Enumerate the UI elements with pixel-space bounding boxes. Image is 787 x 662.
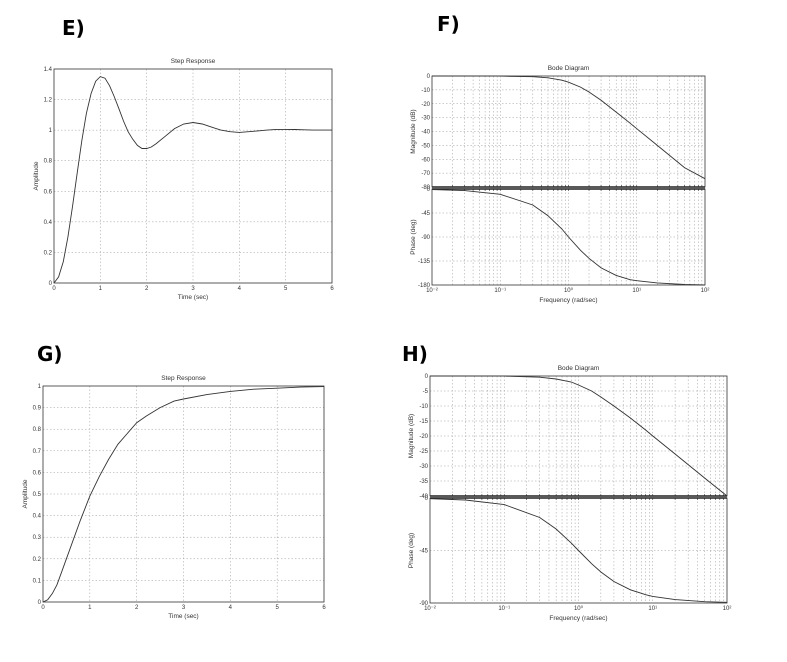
- h-mag-ytick-label: -20: [419, 434, 428, 440]
- h-mag-ytick-label: -30: [419, 464, 428, 470]
- h-x-axis-label: Frequency (rad/sec): [549, 615, 607, 622]
- h-mag-ytick-label: 0: [425, 374, 429, 380]
- e-xtick-label: 1: [99, 286, 103, 292]
- g-ytick-label: 0.2: [33, 557, 42, 563]
- h-xtick-label: 10⁻²: [424, 606, 436, 612]
- e-ytick-label: 0: [49, 281, 53, 287]
- g-chart-title: Step Response: [161, 375, 206, 382]
- e-xtick-label: 5: [284, 286, 288, 292]
- g-xtick-label: 2: [135, 605, 139, 611]
- h-xtick-label: 10¹: [648, 606, 657, 612]
- g-xtick-label: 6: [322, 605, 326, 611]
- h-phase-ytick-label: 0: [425, 496, 429, 502]
- e-ytick-label: 1.2: [44, 98, 53, 104]
- h-magnitude-axis-label: Magnitude (dB): [408, 414, 415, 458]
- e-xtick-label: 2: [145, 286, 149, 292]
- g-step-response-line: [42, 386, 325, 603]
- e-y-axis-label: Amplitude: [33, 161, 40, 190]
- h-mag-ytick-label: -10: [419, 404, 428, 410]
- f-mag-ytick-label: -50: [421, 143, 430, 149]
- h-xtick-label: 10⁰: [574, 605, 584, 612]
- panel-label-f: F): [437, 12, 460, 36]
- g-ytick-label: 0.6: [33, 470, 42, 476]
- g-ytick-label: 1: [38, 384, 42, 390]
- e-ytick-label: 1: [49, 128, 53, 134]
- h-chart-title: Bode Diagram: [558, 365, 600, 372]
- h-xtick-label: 10²: [723, 606, 732, 612]
- f-mag-ytick-label: -60: [421, 157, 430, 163]
- h-magnitude-line: [429, 375, 728, 497]
- h-mag-ytick-label: -35: [419, 479, 428, 485]
- f-phase-ytick-label: -90: [421, 235, 430, 241]
- e-ytick-label: 0.8: [44, 159, 53, 165]
- g-xtick-label: 3: [182, 605, 186, 611]
- f-phase-ytick-label: -180: [418, 283, 431, 289]
- f-phase-ytick-label: -45: [421, 211, 430, 217]
- f-x-axis-label: Frequency (rad/sec): [539, 297, 597, 304]
- g-xtick-label: 1: [88, 605, 92, 611]
- g-xtick-label: 0: [41, 605, 45, 611]
- e-xtick-label: 6: [330, 286, 334, 292]
- f-xtick-label: 10⁻¹: [494, 288, 506, 294]
- f-phase-ytick-label: 0: [427, 187, 431, 193]
- h-mag-ytick-label: -5: [423, 389, 429, 395]
- g-xtick-label: 4: [229, 605, 233, 611]
- h-xtick-label: 10⁻¹: [498, 606, 510, 612]
- f-mag-ytick-label: -70: [421, 171, 430, 177]
- e-chart-title: Step Response: [171, 58, 216, 65]
- e-step-response-line: [53, 76, 332, 284]
- g-plot-frame: [42, 385, 325, 603]
- h-mag-ytick-label: -40: [419, 494, 428, 500]
- g-ytick-label: 0.9: [33, 406, 42, 412]
- f-mag-ytick-label: -10: [421, 88, 430, 94]
- g-ytick-label: 0.8: [33, 427, 42, 433]
- f-xtick-label: 10⁰: [564, 287, 574, 294]
- f-phase-ytick-label: -135: [418, 259, 431, 265]
- g-ytick-label: 0: [38, 600, 42, 606]
- e-plot-frame: [53, 68, 333, 284]
- g-ytick-label: 0.4: [33, 514, 42, 520]
- f-mag-ytick-label: -20: [421, 102, 430, 108]
- f-magnitude-axis-label: Magnitude (dB): [410, 109, 417, 153]
- e-ytick-label: 0.2: [44, 250, 53, 256]
- h-phase-ytick-label: -45: [419, 549, 428, 555]
- e-ytick-label: 1.4: [44, 67, 53, 73]
- g-ytick-label: 0.3: [33, 535, 42, 541]
- f-mag-ytick-label: -80: [421, 185, 430, 191]
- h-phase-line: [429, 498, 728, 603]
- f-chart-title: Bode Diagram: [548, 65, 590, 72]
- f-phase-axis-label: Phase (deg): [410, 219, 417, 254]
- f-mag-ytick-label: 0: [427, 74, 431, 80]
- h-phase-axis-label: Phase (deg): [408, 533, 415, 568]
- g-ytick-label: 0.5: [33, 492, 42, 498]
- panel-label-h: H): [402, 342, 428, 366]
- g-ytick-label: 0.7: [33, 449, 42, 455]
- f-magnitude-line: [431, 75, 706, 180]
- e-ytick-label: 0.4: [44, 220, 53, 226]
- f-mag-ytick-label: -40: [421, 130, 430, 136]
- panel-label-g: G): [37, 342, 63, 366]
- g-ytick-label: 0.1: [33, 578, 42, 584]
- panel-label-e: E): [62, 16, 85, 40]
- h-mag-ytick-label: -15: [419, 419, 428, 425]
- h-mag-ytick-label: -25: [419, 449, 428, 455]
- h-phase-ytick-label: -90: [419, 601, 428, 607]
- e-xtick-label: 4: [238, 286, 242, 292]
- e-xtick-label: 3: [191, 286, 195, 292]
- g-xtick-label: 5: [275, 605, 279, 611]
- f-xtick-label: 10¹: [632, 288, 641, 294]
- f-xtick-label: 10⁻²: [426, 288, 438, 294]
- f-mag-ytick-label: -30: [421, 116, 430, 122]
- e-xtick-label: 0: [52, 286, 56, 292]
- f-xtick-label: 10²: [701, 288, 710, 294]
- f-phase-line: [431, 189, 706, 286]
- e-ytick-label: 0.6: [44, 189, 53, 195]
- e-x-axis-label: Time (sec): [178, 294, 208, 301]
- g-x-axis-label: Time (sec): [168, 613, 198, 620]
- g-y-axis-label: Amplitude: [22, 479, 29, 508]
